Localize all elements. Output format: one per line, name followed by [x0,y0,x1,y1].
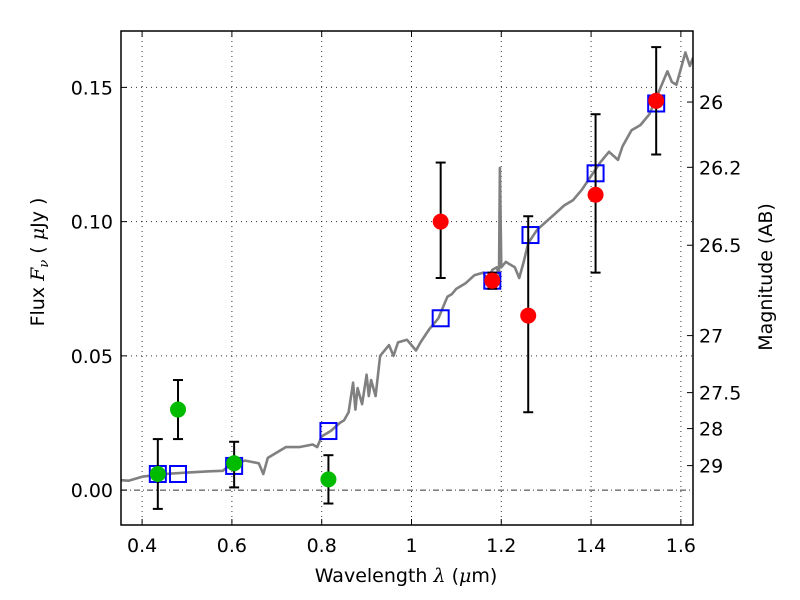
right-tick-label: 26.2 [699,157,741,179]
error-bars [152,46,662,510]
x-tick-label: 0.8 [307,535,337,557]
x-axis-ticks: 0.4 0.6 0.8 1 1.2 1.4 1.6 [127,31,696,557]
grid-lines [121,31,693,525]
y-tick-label: 0.05 [71,346,113,368]
model-spectrum-line [121,51,693,483]
x-tick-label: 0.4 [127,535,157,557]
x-tick-label: 1.6 [666,535,696,557]
y-tick-label: 0.15 [71,77,113,99]
photometry-point [149,465,166,482]
right-axis-ticks: 26 26.2 26.5 27 27.5 28 29 [687,92,741,478]
photometry-point [320,471,337,488]
right-tick-label: 28 [699,419,723,441]
right-tick-label: 26 [699,92,723,114]
y-tick-label: 0.10 [71,212,113,234]
model-photometry-square [169,464,188,483]
photometry-point [587,186,604,203]
model-photometry-square [431,309,450,328]
model-photometry-square [319,422,338,441]
model-photometry-squares [148,94,666,483]
y-axis-label: Flux Fν ( μJy ) [27,198,52,327]
photometry-point [648,92,665,109]
y-axis-ticks: 0.00 0.05 0.10 0.15 [71,77,127,502]
photometry-point [432,213,449,230]
x-tick-label: 1.2 [486,535,516,557]
model-photometry-square [521,226,540,245]
right-tick-label: 29 [699,456,723,478]
photometry-point [170,401,187,418]
x-tick-label: 0.6 [217,535,247,557]
right-tick-label: 26.5 [699,235,741,257]
observed-photometry-points [149,92,665,488]
right-tick-label: 27 [699,326,723,348]
right-axis-label: Magnitude (AB) [755,203,777,351]
plot-frame [120,30,694,526]
photometry-point [520,307,537,324]
right-tick-label: 27.5 [699,383,741,405]
y-tick-label: 0.00 [71,480,113,502]
photometry-point [226,455,243,472]
x-axis-label: Wavelength λ (μm) [315,565,498,587]
x-tick-label: 1.4 [576,535,606,557]
x-tick-label: 1 [405,535,417,557]
photometry-point [484,272,501,289]
